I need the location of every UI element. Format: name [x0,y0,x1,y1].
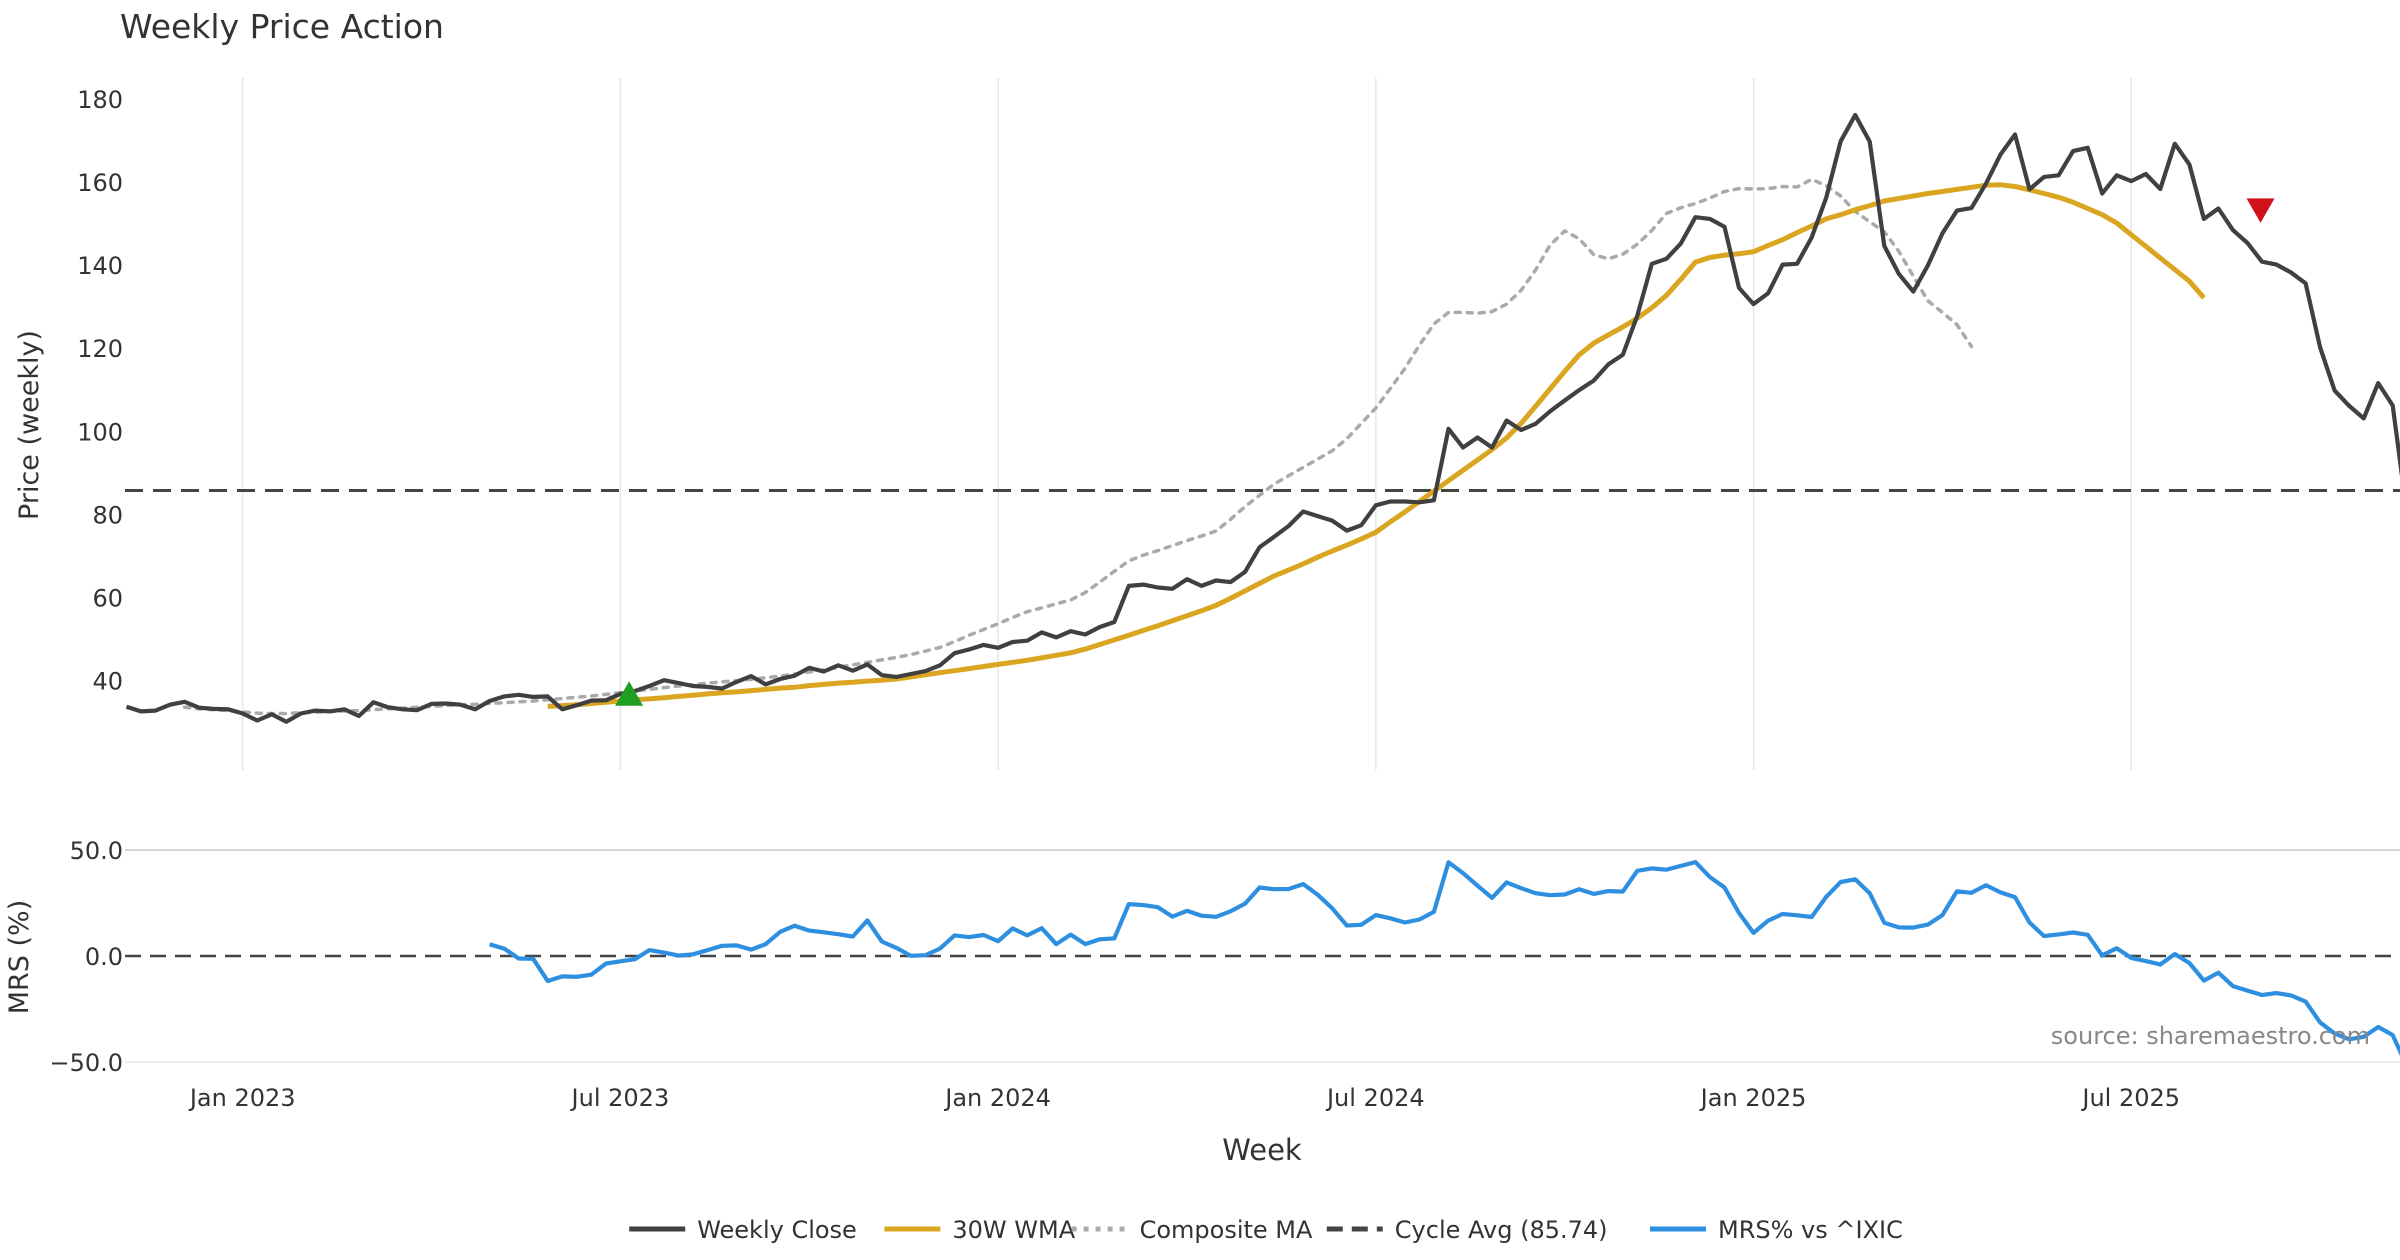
price-gridlines [241,78,2132,770]
source-note: source: sharemaestro.com [2051,1022,2370,1050]
x-tick-jan-2025: Jan 2025 [1699,1084,1807,1112]
series-weekly-close [125,112,2400,724]
price-y-tick-180: 180 [77,86,123,114]
price-y-tick-80: 80 [92,501,123,529]
x-tick-jul-2025: Jul 2025 [2080,1084,2180,1112]
price-y-tick-140: 140 [77,252,123,280]
mrs-y-axis-label: MRS (%) [4,900,35,1015]
mrs-y-tick-1: 0.0 [85,943,123,971]
legend-label: Weekly Close [697,1216,857,1244]
x-tick-jan-2024: Jan 2024 [943,1084,1051,1112]
sell-signal-marker [2246,198,2275,223]
mrs-y-axis: 50.0 0.0 −50.0 [49,837,123,1077]
series-mrs-vs-ixic [489,859,2400,1057]
legend-item-mrs-vs-ixic: MRS% vs ^IXIC [1650,1216,1903,1244]
price-series-group [125,112,2400,724]
price-panel: 40 60 80 100 120 140 160 180 Price (weekly) [14,78,2400,770]
x-tick-jan-2023: Jan 2023 [188,1084,296,1112]
legend-item-weekly-close: Weekly Close [629,1216,857,1244]
price-y-axis: 40 60 80 100 120 140 160 180 [77,86,123,696]
legend: Weekly Close 30W WMA Composite MA Cycle Avg… [629,1216,1903,1244]
legend-label: 30W WMA [952,1216,1075,1244]
x-tick-jul-2024: Jul 2024 [1325,1084,1425,1112]
series-30w-wma [547,182,2206,709]
mrs-y-tick-0: 50.0 [70,837,123,865]
legend-item-composite-ma: Composite MA [1071,1216,1313,1244]
x-axis-label: Week [1222,1133,1302,1167]
price-y-tick-160: 160 [77,169,123,197]
legend-label: MRS% vs ^IXIC [1718,1216,1903,1244]
mrs-gridlines [125,849,2400,1063]
signal-markers [615,198,2275,706]
legend-item-cycle-avg-85-74: Cycle Avg (85.74) [1326,1216,1608,1244]
mrs-y-tick-2: −50.0 [49,1049,123,1077]
legend-label: Cycle Avg (85.74) [1395,1216,1608,1244]
x-tick-jul-2023: Jul 2023 [570,1084,670,1112]
mrs-series-group [489,859,2400,1057]
price-y-tick-100: 100 [77,418,123,446]
x-axis: Jan 2023 Jul 2023 Jan 2024 Jul 2024 Jan 2025… [188,1084,2180,1112]
buy-signal-marker [615,681,644,706]
price-y-tick-40: 40 [92,668,123,696]
price-y-tick-60: 60 [92,585,123,613]
price-y-tick-120: 120 [77,335,123,363]
mrs-panel: 50.0 0.0 −50.0 MRS (%) source: sharemaestr… [4,837,2400,1077]
chart-title: Weekly Price Action [120,7,444,46]
price-y-axis-label: Price (weekly) [14,330,45,520]
legend-item-30w-wma: 30W WMA [884,1216,1076,1244]
legend-label: Composite MA [1140,1216,1313,1244]
